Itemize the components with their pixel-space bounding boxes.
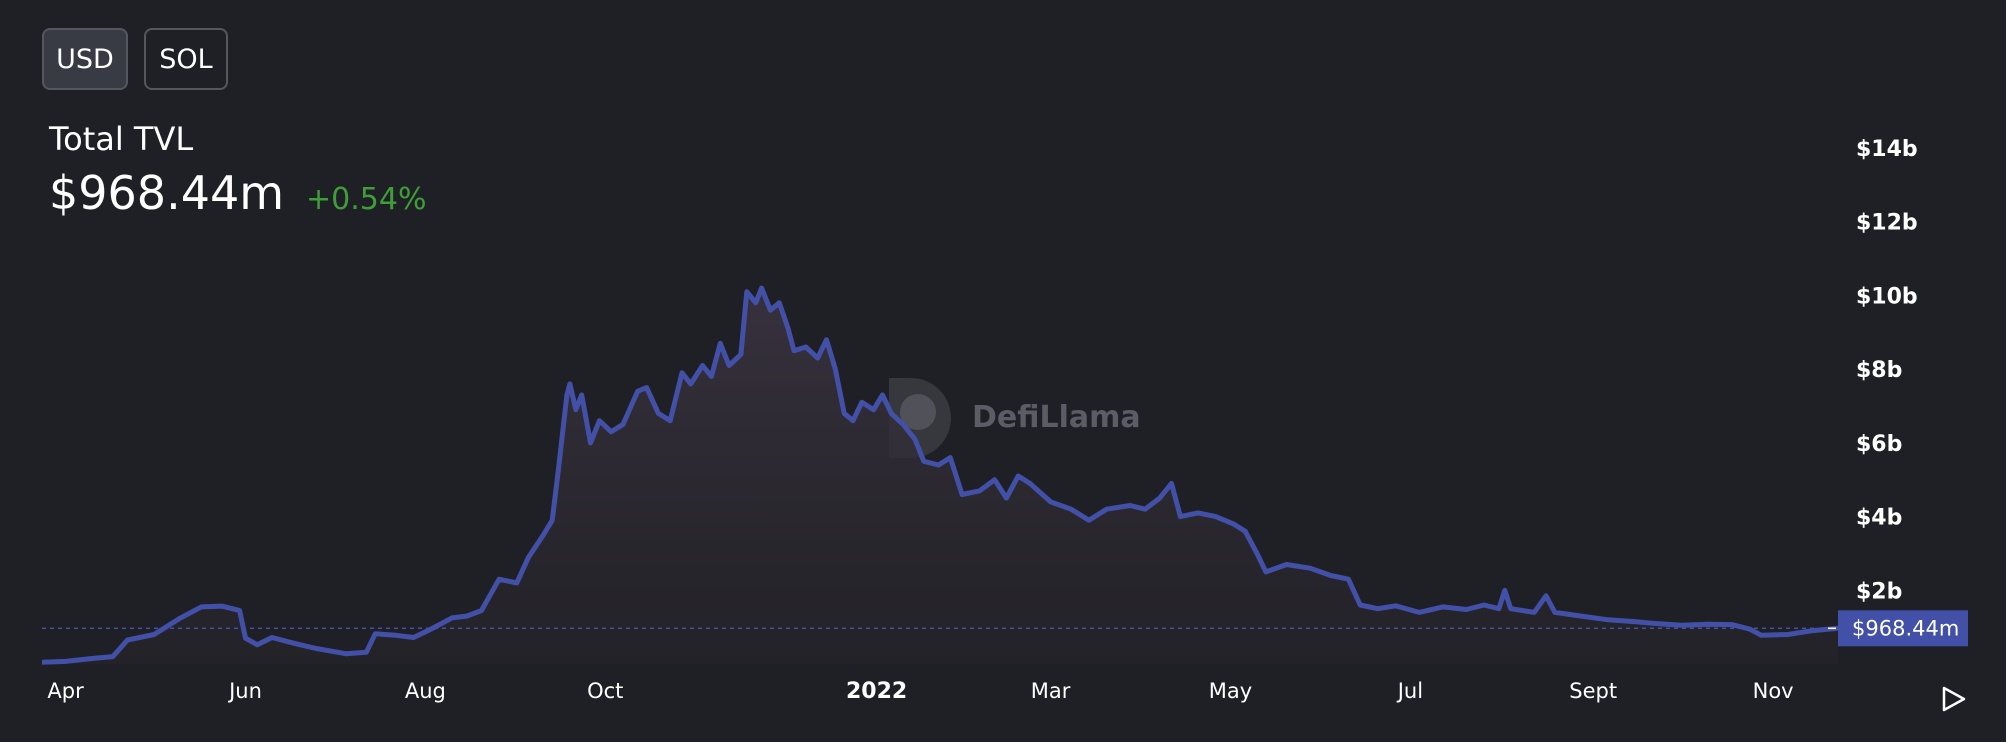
sol-toggle-button[interactable]: SOL <box>144 28 228 90</box>
x-tick-label: May <box>1209 679 1252 703</box>
x-axis: Apr Jun Aug Oct 2022 Mar May Jul Sept Nov <box>47 679 1793 704</box>
x-tick-label: Apr <box>47 679 84 703</box>
y-tick-label: $6b <box>1856 432 1902 457</box>
y-axis: $2b $4b $6b $8b $10b $12b $14b <box>1856 137 1918 604</box>
play-icon[interactable] <box>1938 684 1968 714</box>
watermark: DefiLlama <box>889 378 1141 458</box>
x-tick-label: Sept <box>1569 679 1617 703</box>
x-tick-label: 2022 <box>846 679 907 704</box>
x-tick-label: Jul <box>1396 679 1423 703</box>
watermark-text: DefiLlama <box>972 400 1141 435</box>
tvl-area-fill <box>42 288 1838 664</box>
current-value-label: $968.44m <box>1852 616 1959 640</box>
x-tick-label: Aug <box>405 679 446 703</box>
tvl-series-line <box>41 285 1839 665</box>
x-tick-label: Nov <box>1753 679 1794 703</box>
y-tick-label: $4b <box>1856 506 1902 531</box>
total-tvl-value: $968.44m <box>49 166 285 220</box>
total-tvl-change: +0.54% <box>306 182 427 217</box>
y-tick-label: $14b <box>1856 137 1918 162</box>
y-tick-label: $2b <box>1856 579 1902 604</box>
total-tvl-label: Total TVL <box>49 120 194 158</box>
y-tick-label: $12b <box>1856 211 1918 236</box>
current-value-marker: $968.44m <box>1828 610 1968 647</box>
y-tick-label: $8b <box>1856 358 1902 383</box>
x-tick-label: Mar <box>1031 679 1071 703</box>
current-value-badge <box>1838 610 1968 647</box>
total-tvl-summary: $968.44m +0.54% <box>49 166 426 220</box>
x-tick-label: Oct <box>587 679 623 703</box>
x-tick-label: Jun <box>227 679 262 703</box>
usd-toggle-button[interactable]: USD <box>42 28 128 90</box>
y-tick-label: $10b <box>1856 284 1918 309</box>
